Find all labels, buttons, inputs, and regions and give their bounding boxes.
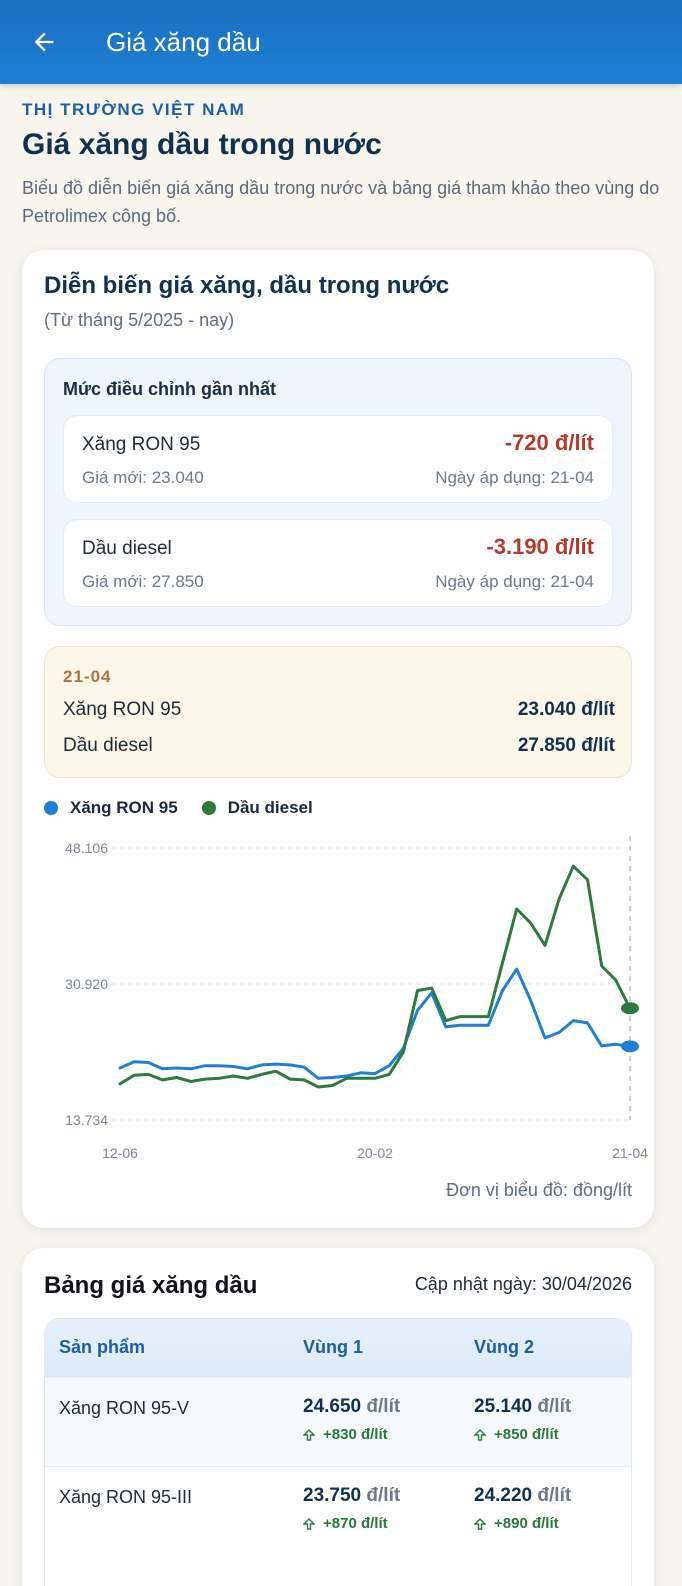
price-unit: đ/lít — [537, 1396, 572, 1417]
zone1-price: 23.750 — [303, 1485, 362, 1506]
arrow-up-icon — [474, 1428, 486, 1441]
zone2-cell: 25.140 đ/lít +850 đ/lít — [474, 1396, 571, 1443]
zone1-cell: 23.750 đ/lít +870 đ/lít — [303, 1485, 400, 1532]
back-button[interactable] — [22, 20, 66, 64]
zone1-cell: 24.650 đ/lít +830 đ/lít — [303, 1396, 400, 1443]
price-table: Sản phẩm Vùng 1 Vùng 2 Xăng RON 95-V 24.… — [44, 1318, 632, 1586]
zone2-price: 24.220 — [474, 1485, 533, 1506]
tooltip-value: 23.040 đ/lít — [517, 699, 615, 720]
adjustment-product-name: Xăng RON 95 — [82, 434, 201, 455]
price-table-title: Bảng giá xăng dầu — [44, 1272, 258, 1299]
chart-legend: Xăng RON 95 Dầu diesel — [44, 798, 337, 818]
x-tick-label: 20-02 — [357, 1145, 393, 1160]
arrow-up-icon — [474, 1517, 486, 1530]
series-point-ron95 — [621, 1040, 639, 1053]
zone2-price: 25.140 — [474, 1396, 533, 1417]
legend-item-diesel[interactable]: Dầu diesel — [201, 798, 313, 818]
y-tick-label: 48.106 — [65, 840, 108, 856]
chart-tooltip-panel: 21-04 Xăng RON 95 23.040 đ/lít Dầu diese… — [44, 646, 632, 778]
table-row: Xăng RON 95-V 24.650 đ/lít +830 đ/lít 25… — [45, 1377, 631, 1466]
zone1-price: 24.650 — [303, 1396, 362, 1417]
series-line-ron95 — [118, 967, 632, 1080]
tooltip-value: 27.850 đ/lít — [517, 735, 615, 756]
y-tick-label: 13.734 — [65, 1112, 108, 1128]
header-zone2: Vùng 2 — [474, 1337, 535, 1357]
zone1-change: +870 đ/lít — [323, 1515, 388, 1532]
tooltip-row-ron95: Xăng RON 95 23.040 đ/lít — [63, 699, 615, 721]
adjustment-product-name: Dầu diesel — [82, 538, 172, 559]
table-row: Xăng RON 95-III 23.750 đ/lít +870 đ/lít … — [45, 1466, 631, 1555]
header-product: Sản phẩm — [59, 1337, 146, 1357]
tooltip-date: 21-04 — [63, 667, 112, 686]
tooltip-product: Dầu diesel — [63, 735, 153, 756]
legend-item-ron95[interactable]: Xăng RON 95 — [44, 798, 178, 818]
trend-card-subtitle: (Từ tháng 5/2025 - nay) — [44, 310, 235, 330]
app-title: Giá xăng dầu — [106, 26, 261, 57]
arrow-up-icon — [303, 1517, 315, 1530]
adjustment-item-ron95: Xăng RON 95 -720 đ/lít Giá mới: 23.040 N… — [63, 415, 613, 503]
chart-unit-note: Đơn vị biểu đồ: đồng/lít — [446, 1180, 632, 1200]
adjustment-date: Ngày áp dụng: 21-04 — [435, 468, 594, 487]
arrow-up-icon — [303, 1428, 315, 1441]
app-bar: Giá xăng dầu — [0, 0, 682, 84]
legend-label: Dầu diesel — [227, 798, 313, 817]
trend-card: Diễn biến giá xăng, dầu trong nước (Từ t… — [22, 250, 654, 1228]
price-table-updated: Cập nhật ngày: 30/04/2026 — [414, 1274, 632, 1294]
adjustment-delta: -3.190 đ/lít — [486, 534, 594, 559]
legend-dot-ron95 — [44, 801, 58, 815]
page-title: Giá xăng dầu trong nước — [22, 128, 382, 161]
series-line-diesel — [118, 864, 632, 1089]
legend-label: Xăng RON 95 — [70, 798, 178, 817]
latest-adjustment-panel: Mức điều chỉnh gần nhất Xăng RON 95 -720… — [44, 358, 632, 626]
trend-card-title: Diễn biến giá xăng, dầu trong nước — [44, 272, 450, 299]
adjustment-delta: -720 đ/lít — [504, 430, 594, 455]
price-table-header: Sản phẩm Vùng 1 Vùng 2 — [45, 1319, 631, 1377]
adjustment-new-price: Giá mới: 27.850 — [82, 572, 204, 591]
zone2-change: +890 đ/lít — [494, 1515, 559, 1532]
arrow-left-icon — [34, 32, 54, 52]
legend-dot-diesel — [201, 801, 216, 815]
section-eyebrow: THỊ TRƯỜNG VIỆT NAM — [22, 100, 246, 119]
header-zone1: Vùng 1 — [303, 1337, 364, 1357]
zone1-change: +830 đ/lít — [323, 1426, 388, 1443]
zone2-change: +850 đ/lít — [494, 1426, 559, 1443]
y-tick-label: 30.920 — [65, 976, 108, 992]
product-name: Xăng RON 95-V — [59, 1398, 190, 1418]
tooltip-product: Xăng RON 95 — [63, 699, 182, 720]
adjustment-item-diesel: Dầu diesel -3.190 đ/lít Giá mới: 27.850 … — [63, 519, 613, 607]
x-tick-label: 21-04 — [612, 1145, 648, 1160]
price-unit: đ/lít — [366, 1396, 401, 1417]
series-point-diesel — [621, 1002, 639, 1015]
price-unit: đ/lít — [366, 1485, 401, 1506]
x-tick-label: 12-06 — [102, 1145, 138, 1160]
zone2-cell: 24.220 đ/lít +890 đ/lít — [474, 1485, 571, 1532]
page-description: Biểu đồ diễn biến giá xăng dầu trong nướ… — [22, 178, 660, 226]
price-table-card: Bảng giá xăng dầu Cập nhật ngày: 30/04/2… — [22, 1248, 654, 1586]
hero-section: THỊ TRƯỜNG VIỆT NAM Giá xăng dầu trong n… — [22, 100, 662, 230]
price-unit: đ/lít — [537, 1485, 572, 1506]
product-name: Xăng RON 95-III — [59, 1487, 193, 1507]
tooltip-row-diesel: Dầu diesel 27.850 đ/lít — [63, 735, 615, 757]
adjustment-date: Ngày áp dụng: 21-04 — [435, 572, 594, 591]
latest-adjustment-title: Mức điều chỉnh gần nhất — [63, 379, 277, 399]
price-line-chart[interactable]: 48.106 30.920 13.734 12-06 20-02 21-04 — [22, 830, 654, 1160]
adjustment-new-price: Giá mới: 23.040 — [82, 468, 204, 487]
